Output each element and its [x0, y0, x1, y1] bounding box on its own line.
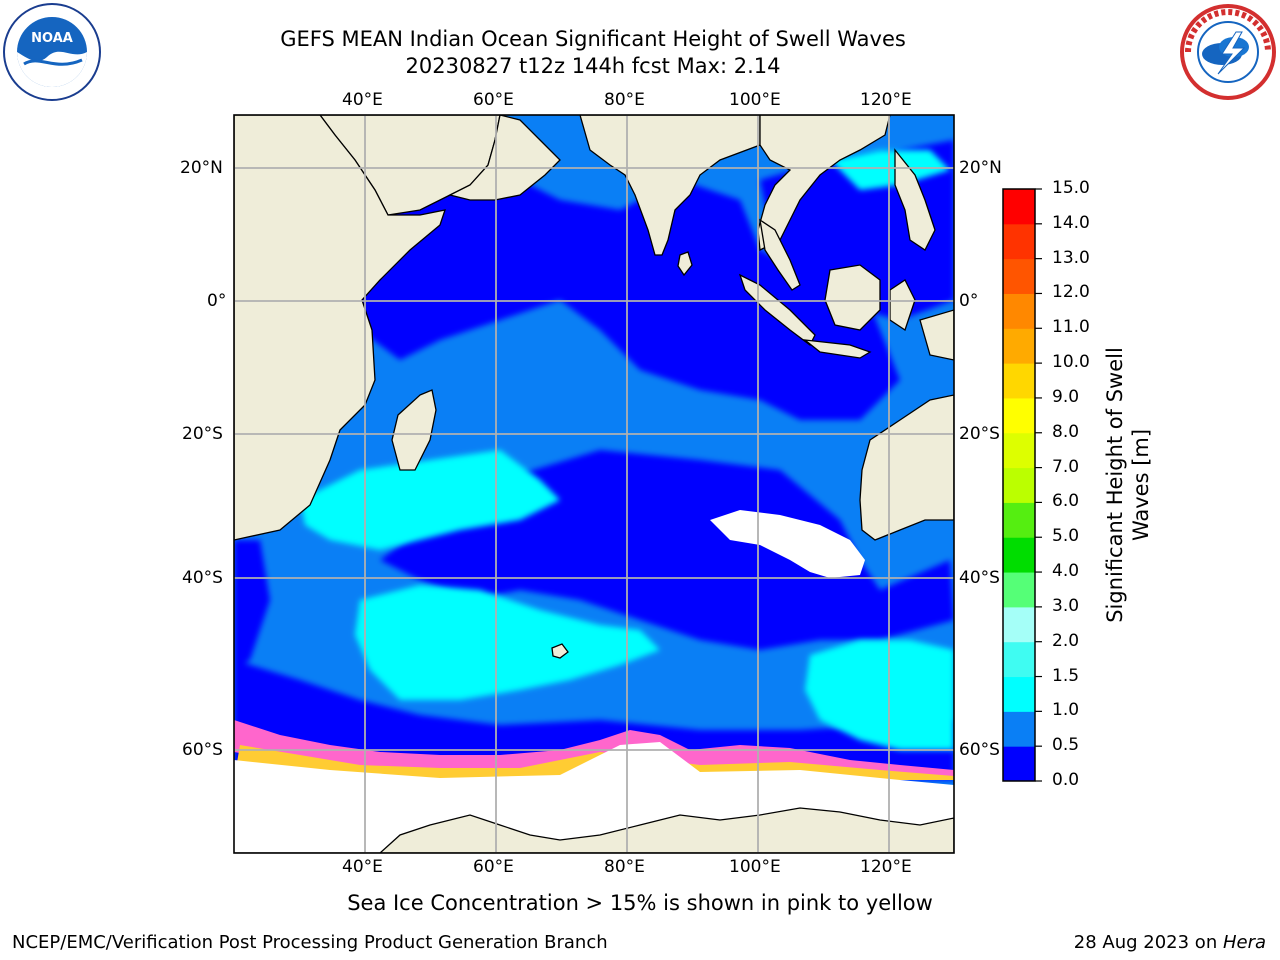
- lon-label-bottom: 60°E: [473, 857, 514, 877]
- colorbar-tick-label: 15.0: [1052, 178, 1090, 198]
- colorbar-segment: [1003, 676, 1035, 712]
- colorbar-segment: [1003, 258, 1035, 294]
- colorbar-tick-label: 10.0: [1052, 352, 1090, 373]
- colorbar-tick-label: 1.5: [1052, 665, 1080, 686]
- landmass: [234, 115, 954, 853]
- missing-data-patch: [710, 510, 865, 578]
- lon-label-top: 40°E: [342, 90, 383, 110]
- nws-logo-icon: [1180, 4, 1276, 100]
- colorbar-segment: [1003, 293, 1035, 329]
- lat-label-right: 20°N: [959, 158, 1002, 178]
- colorbar-segment: [1003, 467, 1035, 503]
- colorbar-segment: [1003, 606, 1035, 643]
- colorbar-segment: [1003, 432, 1035, 469]
- lat-label-right: 60°S: [959, 740, 1000, 760]
- noaa-logo-icon: NOAA: [3, 3, 101, 101]
- colorbar-tick-label: 8.0: [1052, 421, 1080, 442]
- colorbar-tick-label: 7.0: [1052, 456, 1080, 477]
- colorbar-segment: [1003, 641, 1035, 678]
- map-title-line2: 20230827 t12z 144h fcst Max: 2.14: [405, 54, 781, 78]
- colorbar-tick-label: 5.0: [1052, 526, 1080, 547]
- lon-label-top: 60°E: [473, 90, 514, 110]
- lat-label-left: 20°N: [180, 158, 223, 178]
- colorbar-tick-label: 6.0: [1052, 491, 1080, 512]
- lat-label-left: 20°S: [182, 424, 223, 444]
- lat-label-right: 0°: [959, 291, 979, 311]
- footer-date-text: 28 Aug 2023 on: [1073, 932, 1223, 953]
- colorbar-segment: [1003, 223, 1035, 260]
- colorbar-segment: [1003, 328, 1035, 364]
- colorbar-tick-label: 0.0: [1052, 770, 1080, 790]
- colorbar-segment: [1003, 189, 1035, 225]
- lon-label-bottom: 120°E: [860, 857, 912, 877]
- lon-label-top: 80°E: [604, 90, 645, 110]
- colorbar-frame: [1002, 188, 1036, 782]
- colorbar-segment: [1003, 711, 1035, 747]
- colorbar-tick-label: 12.0: [1052, 282, 1090, 303]
- colorbar-tick-label: 11.0: [1052, 317, 1090, 338]
- colorbar-segment: [1003, 502, 1035, 538]
- lon-label-bottom: 40°E: [342, 857, 383, 877]
- colorbar-tick-label: 13.0: [1052, 247, 1090, 268]
- lat-label-left: 0°: [207, 291, 227, 311]
- colorbar-label-line2: Waves [m]: [1129, 428, 1153, 542]
- lat-label-left: 40°S: [182, 568, 223, 588]
- lon-label-top: 120°E: [860, 90, 912, 110]
- colorbar-segment: [1003, 397, 1035, 434]
- lat-label-left: 60°S: [182, 740, 223, 760]
- colorbar-label-line1: Significant Height of Swell: [1103, 347, 1127, 623]
- map-title-line1: GEFS MEAN Indian Ocean Significant Heigh…: [280, 27, 906, 51]
- footer-date: 28 Aug 2023 on Hera: [1074, 932, 1266, 953]
- lat-label-right: 40°S: [959, 568, 1000, 588]
- colorbar-tick-label: 14.0: [1052, 212, 1090, 233]
- noaa-logo-text: NOAA: [31, 31, 73, 46]
- colorbar-segment: [1003, 363, 1035, 399]
- footer-branch: NCEP/EMC/Verification Post Processing Pr…: [12, 932, 608, 953]
- lon-label-bottom: 80°E: [604, 857, 645, 877]
- lon-label-bottom: 100°E: [729, 857, 781, 877]
- colorbar-tick-label: 2.0: [1052, 630, 1080, 651]
- lon-label-top: 100°E: [729, 90, 781, 110]
- colorbar-segment: [1003, 537, 1035, 573]
- colorbar-tick-label: 3.0: [1052, 595, 1080, 616]
- colorbar-segment: [1003, 746, 1035, 782]
- colorbar-segment: [1003, 572, 1035, 608]
- colorbar-tick-label: 4.0: [1052, 561, 1080, 582]
- map-gridlines: [234, 115, 954, 853]
- colorbar: [1002, 188, 1042, 782]
- colorbar-tick-label: 9.0: [1052, 386, 1080, 407]
- lat-label-right: 20°S: [959, 424, 1000, 444]
- map-frame: [233, 114, 955, 854]
- sea-ice-note: Sea Ice Concentration > 15% is shown in …: [347, 891, 933, 915]
- colorbar-tick-label: 0.5: [1052, 735, 1080, 756]
- colorbar-tick-label: 1.0: [1052, 700, 1080, 721]
- footer-machine: Hera: [1222, 932, 1266, 953]
